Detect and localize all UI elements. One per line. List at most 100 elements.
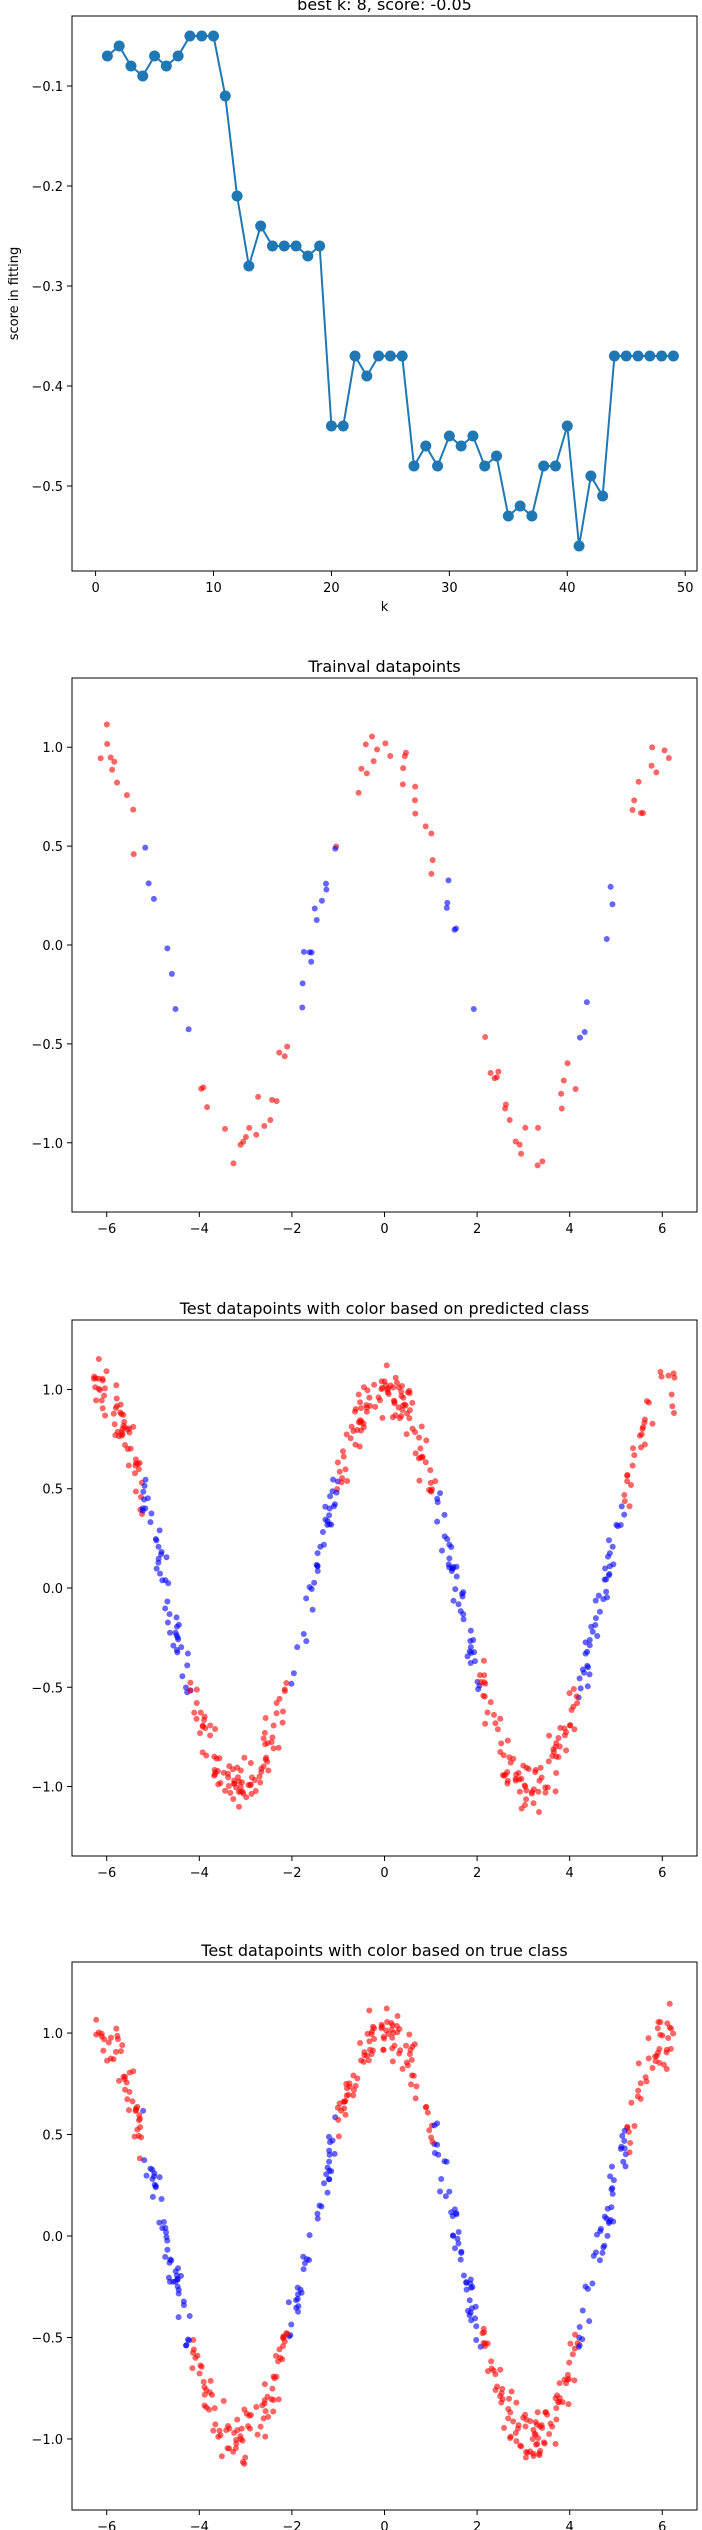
data-point [534, 1162, 541, 1169]
data-point [372, 1403, 379, 1410]
data-point [512, 1777, 519, 1784]
data-point [366, 2007, 373, 2014]
data-point [158, 1551, 165, 1558]
data-point [363, 1404, 370, 1411]
data-point [480, 1657, 487, 1664]
data-point [572, 1086, 579, 1093]
data-point [589, 2280, 596, 2287]
x-tick-label: −4 [190, 2520, 209, 2530]
data-point [478, 1679, 485, 1686]
data-point [265, 1767, 272, 1774]
data-point [490, 1711, 497, 1718]
data-point [261, 1729, 268, 1736]
data-point [358, 1427, 365, 1434]
data-point [267, 1117, 274, 1124]
data-point [443, 430, 455, 442]
data-point [326, 2151, 333, 2158]
data-point [553, 2405, 560, 2412]
data-point [641, 1441, 648, 1448]
data-point [261, 1123, 268, 1129]
data-point [328, 2168, 335, 2175]
data-point [416, 1477, 423, 1484]
data-point [281, 2338, 288, 2345]
data-point [350, 2072, 357, 2079]
data-point [441, 1511, 448, 1518]
data-point [163, 1554, 170, 1561]
data-point [100, 2047, 107, 2054]
data-point [245, 1782, 252, 1789]
data-point [395, 1404, 402, 1411]
data-point [400, 765, 407, 772]
data-point [632, 350, 644, 362]
data-point [314, 240, 326, 252]
data-point [596, 1608, 603, 1615]
data-point [467, 1627, 474, 1634]
data-point [300, 948, 307, 955]
data-point [573, 540, 585, 552]
data-point [513, 2438, 520, 2445]
data-point [237, 1788, 244, 1795]
data-point [403, 2042, 410, 2049]
data-point [444, 899, 451, 906]
data-point [132, 1456, 139, 1463]
data-point [191, 1709, 198, 1716]
data-point [620, 2158, 627, 2165]
data-point [299, 980, 306, 987]
data-point [102, 1412, 109, 1419]
chart-1: best k: 8, score: -0.05 0 10 20 30 40 50 −0.1 −0… [7, 0, 698, 615]
data-point [536, 2452, 543, 2459]
data-point [406, 1415, 413, 1422]
data-point [186, 2313, 193, 2320]
data-point [131, 2133, 138, 2140]
data-point [343, 1431, 350, 1438]
data-point [201, 2391, 208, 2398]
data-point [487, 1070, 494, 1077]
data-point [481, 1693, 488, 1700]
data-point [193, 1686, 200, 1693]
data-point [324, 2189, 331, 2196]
data-point [652, 2058, 659, 2065]
data-point [158, 2196, 165, 2203]
data-point [149, 2175, 156, 2182]
data-point [635, 778, 642, 785]
data-point [300, 2253, 307, 2260]
data-point [320, 1541, 327, 1548]
data-point [432, 460, 444, 472]
data-point [136, 2112, 143, 2119]
data-point [220, 1769, 227, 1776]
data-point [618, 1503, 625, 1510]
data-point [629, 1445, 636, 1452]
data-point [626, 1503, 633, 1510]
data-point [111, 1421, 118, 1428]
data-point [445, 877, 452, 884]
data-point [653, 769, 660, 776]
x-tick-label: 2 [473, 2520, 481, 2530]
y-tick-label: 0.5 [42, 840, 63, 855]
data-point [203, 2404, 210, 2411]
data-point [130, 851, 137, 858]
data-point [416, 1434, 423, 1441]
data-point [542, 1789, 549, 1796]
data-point [429, 857, 436, 864]
data-point [145, 880, 152, 887]
data-point [391, 1400, 398, 1407]
data-point [113, 40, 125, 52]
data-point [90, 1375, 97, 1382]
data-point [529, 2435, 536, 2442]
data-point [124, 2096, 131, 2103]
data-point [336, 1468, 343, 1475]
data-point [546, 1732, 553, 1739]
data-point [193, 1715, 200, 1722]
data-point [408, 2056, 415, 2063]
data-point [288, 1680, 295, 1687]
data-point [238, 2425, 245, 2432]
data-point [281, 1053, 288, 1060]
scatter-points [90, 1355, 678, 1816]
data-point [644, 350, 656, 362]
data-point [491, 1075, 498, 1082]
data-point [341, 2098, 348, 2105]
data-point [561, 1725, 568, 1732]
data-point [257, 1779, 264, 1786]
data-point [555, 2399, 562, 2406]
data-point [141, 1482, 148, 1489]
